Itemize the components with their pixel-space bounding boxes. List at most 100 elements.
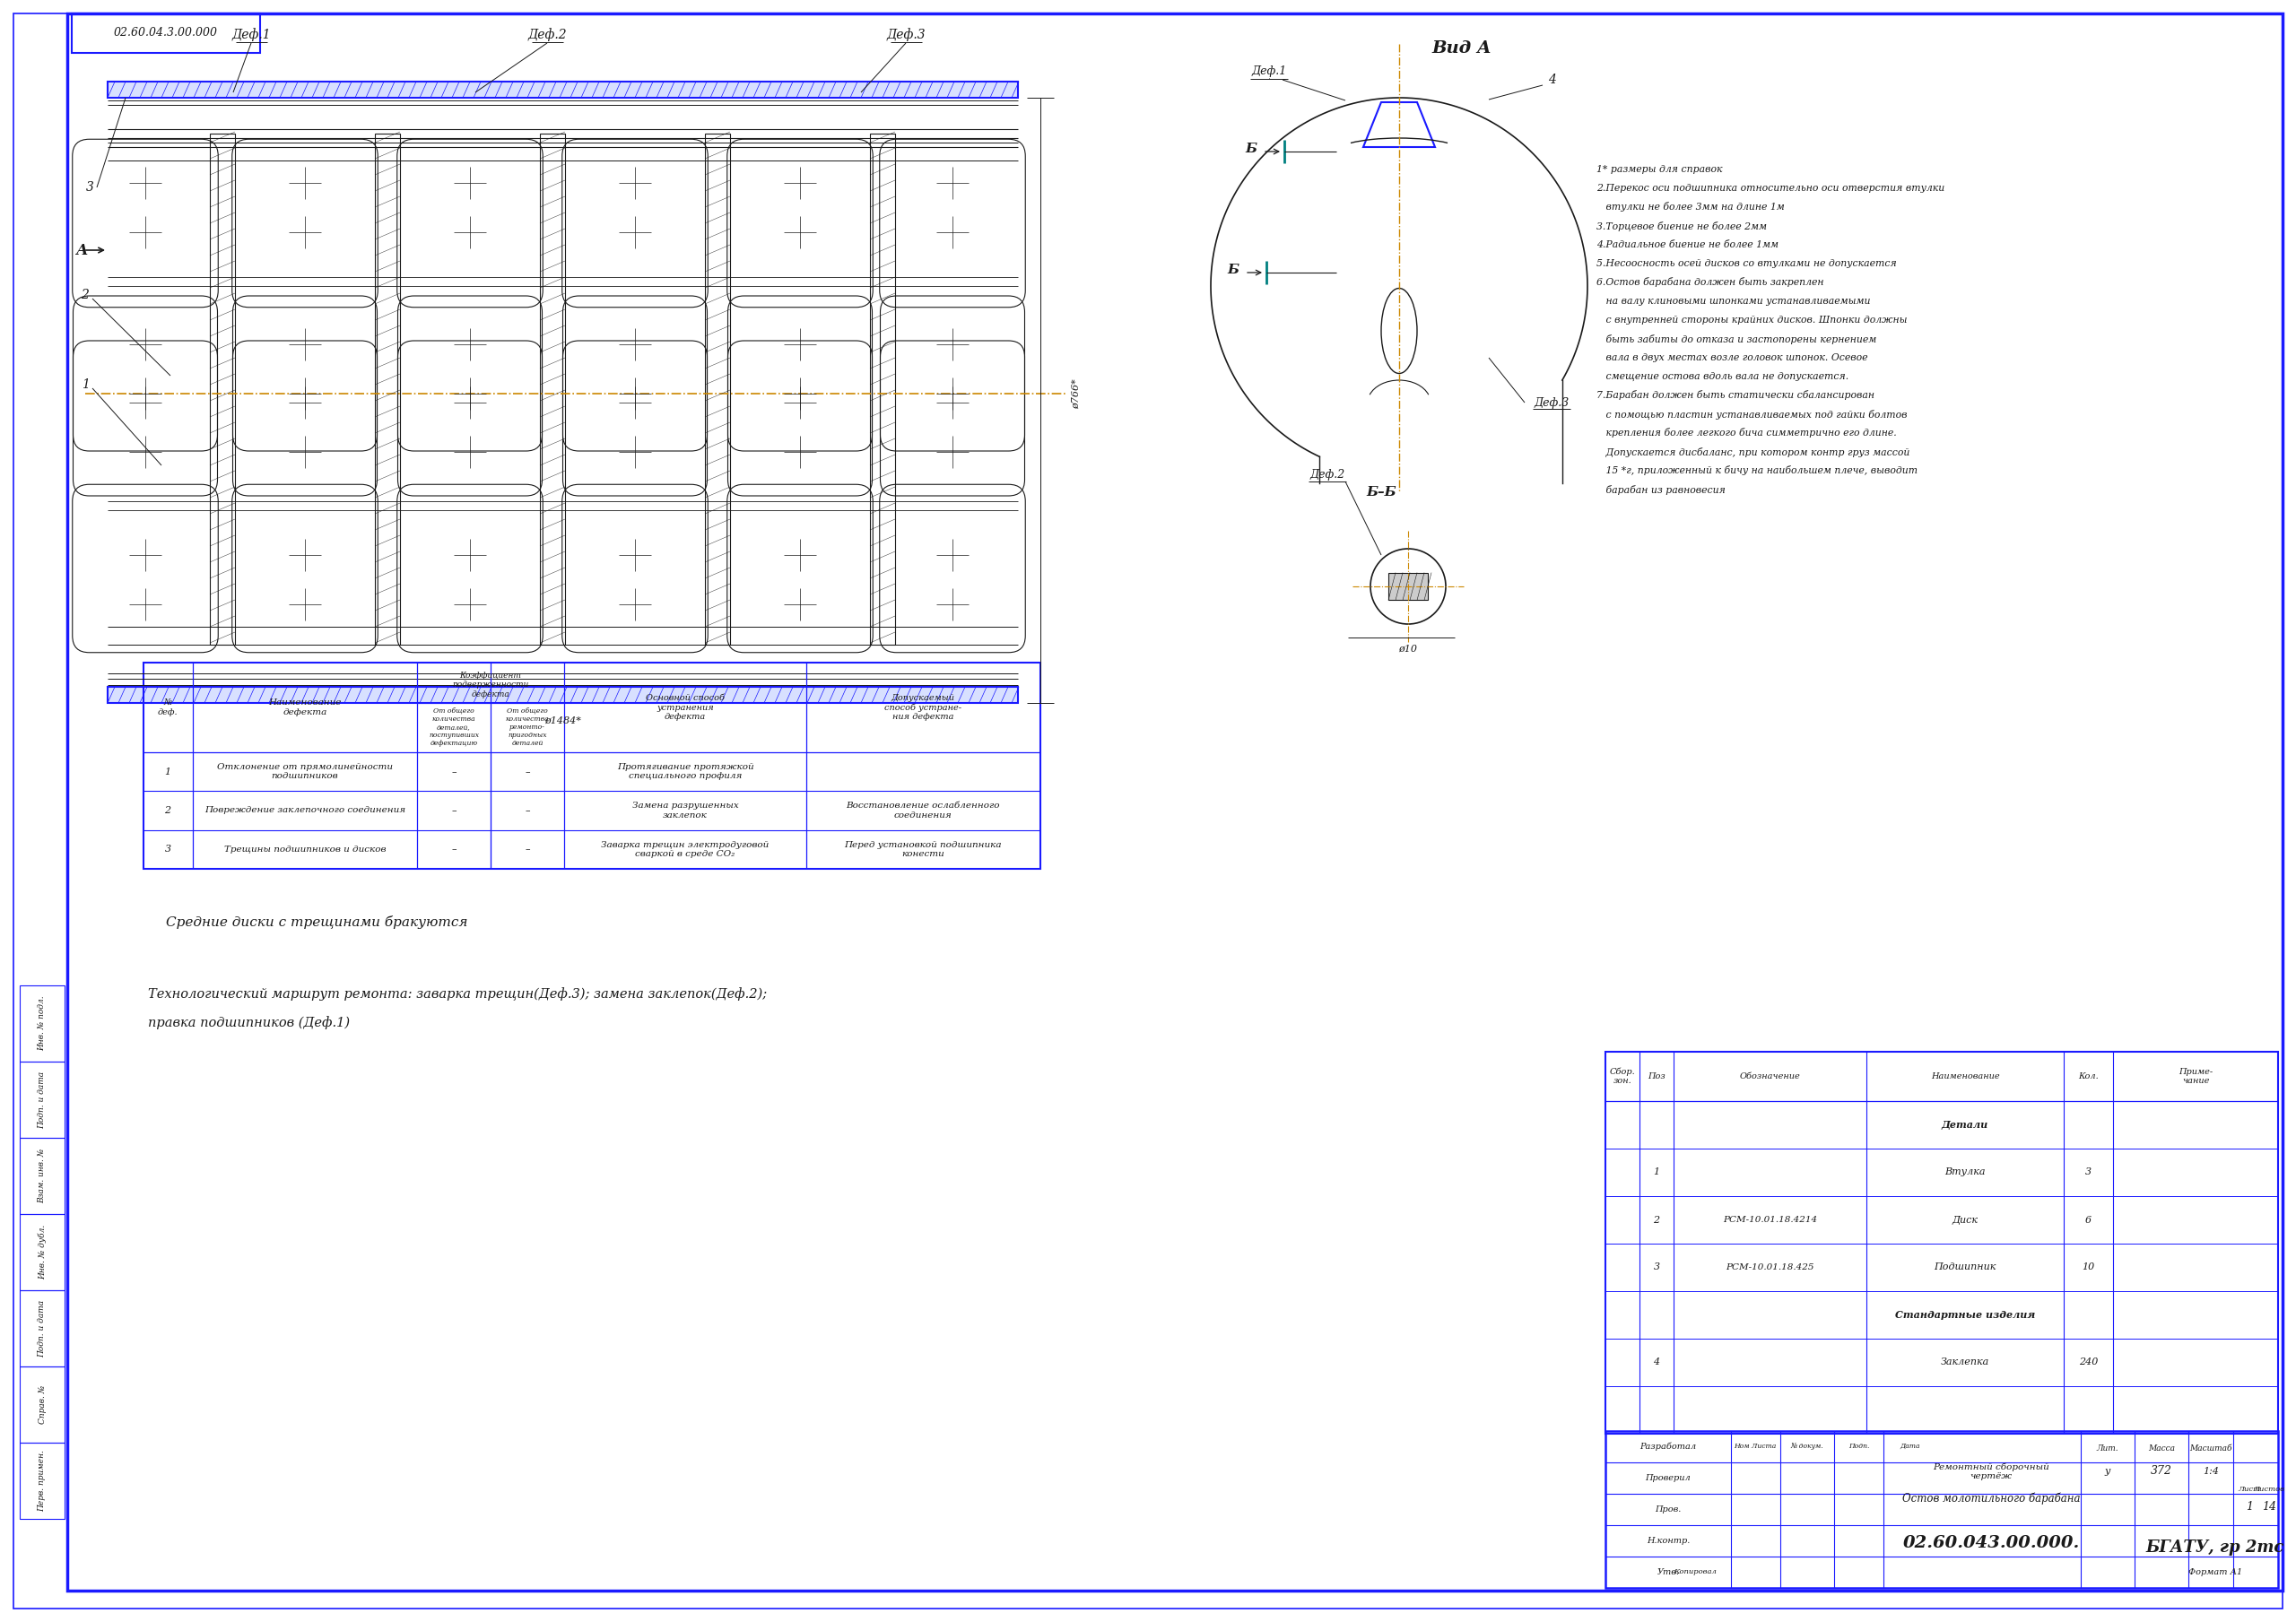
Text: вала в двух местах возле головок шпонок. Осевое: вала в двух местах возле головок шпонок.… — [1596, 354, 1867, 362]
Text: Приме-
чание: Приме- чание — [2179, 1067, 2213, 1085]
Text: 1: 1 — [2245, 1502, 2252, 1513]
Text: на валу клиновыми шпонками устанавливаемыми: на валу клиновыми шпонками устанавливаем… — [1596, 297, 1871, 307]
Text: Деф.2: Деф.2 — [528, 28, 567, 42]
Text: Перв. примен.: Перв. примен. — [39, 1450, 46, 1512]
Text: Сбор.
зон.: Сбор. зон. — [1609, 1067, 1635, 1085]
Text: 1: 1 — [80, 378, 90, 391]
Text: РСМ-10.01.18.4214: РСМ-10.01.18.4214 — [1722, 1216, 1816, 1225]
Text: 240: 240 — [2078, 1358, 2099, 1367]
Text: 5.Несоосность осей дисков со втулками не допускается: 5.Несоосность осей дисков со втулками не… — [1596, 260, 1896, 268]
Text: Лист: Лист — [2239, 1486, 2262, 1492]
Text: Проверил: Проверил — [1646, 1474, 1690, 1483]
Text: –: – — [526, 806, 530, 814]
Bar — [21, 1062, 64, 1137]
Text: Подп.: Подп. — [1848, 1442, 1869, 1450]
Text: 14: 14 — [2262, 1502, 2275, 1513]
Text: Протягивание протяжкой
специального профиля: Протягивание протяжкой специального проф… — [618, 762, 753, 780]
Bar — [1605, 1431, 2278, 1588]
Text: 1: 1 — [165, 767, 170, 777]
Text: Заклепка: Заклепка — [1940, 1358, 1988, 1367]
Text: 4: 4 — [1548, 73, 1557, 86]
Text: Деф.2: Деф.2 — [1309, 469, 1345, 480]
Bar — [71, 13, 259, 54]
Text: 3: 3 — [165, 845, 170, 853]
Text: –: – — [452, 845, 457, 853]
Text: ø1484*: ø1484* — [544, 717, 581, 725]
Text: Подп. и дата: Подп. и дата — [39, 1299, 46, 1358]
Text: Б: Б — [1228, 264, 1240, 276]
Text: Отклонение от прямолинейности
подшипников: Отклонение от прямолинейности подшипнико… — [218, 762, 393, 780]
Text: Основной способ
устранения
дефекта: Основной способ устранения дефекта — [645, 694, 726, 720]
Text: 02.60.04.3.00.000: 02.60.04.3.00.000 — [115, 28, 218, 39]
Bar — [374, 133, 400, 644]
Text: Справ. №: Справ. № — [39, 1385, 46, 1424]
Text: Трещины подшипников и дисков: Трещины подшипников и дисков — [225, 845, 386, 853]
Text: № докум.: № докум. — [1791, 1442, 1823, 1450]
Bar — [1389, 573, 1428, 600]
Bar — [1605, 1051, 2278, 1434]
Text: ø10: ø10 — [1398, 644, 1417, 654]
Text: 2: 2 — [1653, 1215, 1660, 1225]
Text: Перед установкой подшипника
конести: Перед установкой подшипника конести — [845, 840, 1001, 858]
Bar — [21, 986, 64, 1062]
Bar — [142, 663, 1040, 869]
Text: Деф.1: Деф.1 — [1251, 65, 1286, 76]
Text: Н.контр.: Н.контр. — [1646, 1536, 1690, 1544]
Text: 2.Перекос оси подшипника относительно оси отверстия втулки: 2.Перекос оси подшипника относительно ос… — [1596, 183, 1945, 193]
Text: барабан из равновесия: барабан из равновесия — [1596, 485, 1727, 495]
Bar — [870, 133, 895, 644]
Text: Листов: Листов — [2252, 1486, 2285, 1492]
Text: Масса: Масса — [2149, 1445, 2174, 1453]
Text: Дата: Дата — [1901, 1442, 1919, 1450]
Text: Подшипник: Подшипник — [1933, 1264, 1995, 1272]
Text: Повреждение заклепочного соединения: Повреждение заклепочного соединения — [204, 806, 406, 814]
Text: Обозначение: Обозначение — [1740, 1072, 1800, 1080]
Text: 2: 2 — [80, 289, 90, 302]
Text: Втулка: Втулка — [1945, 1168, 1986, 1178]
Text: 15 *г, приложенный к бичу на наибольшем плече, выводит: 15 *г, приложенный к бичу на наибольшем … — [1596, 466, 1917, 475]
Bar — [21, 1289, 64, 1366]
Text: Допускается дисбаланс, при котором контр груз массой: Допускается дисбаланс, при котором контр… — [1596, 448, 1910, 457]
Text: 6: 6 — [2085, 1215, 2092, 1225]
Bar — [21, 1137, 64, 1213]
Text: А: А — [76, 243, 90, 258]
Text: с помощью пластин устанавливаемых под гайки болтов: с помощью пластин устанавливаемых под га… — [1596, 409, 1908, 418]
Text: Замена разрушенных
заклепок: Замена разрушенных заклепок — [631, 801, 739, 819]
Text: Утв.: Утв. — [1658, 1568, 1678, 1577]
Text: Диск: Диск — [1952, 1215, 1979, 1225]
Text: 2: 2 — [165, 806, 170, 814]
Bar — [21, 1366, 64, 1442]
Text: 3: 3 — [85, 182, 94, 193]
Text: –: – — [452, 767, 457, 777]
Text: 10: 10 — [2082, 1264, 2094, 1272]
Text: Б–Б: Б–Б — [1366, 487, 1396, 498]
Text: Наименование: Наименование — [1931, 1072, 2000, 1080]
Text: РСМ-10.01.18.425: РСМ-10.01.18.425 — [1727, 1264, 1814, 1272]
Text: втулки не более 3мм на длине 1м: втулки не более 3мм на длине 1м — [1596, 203, 1784, 212]
Text: Масштаб: Масштаб — [2190, 1445, 2232, 1453]
Text: –: – — [526, 845, 530, 853]
Text: Инв. № подл.: Инв. № подл. — [39, 996, 46, 1051]
Text: Б: Б — [1244, 143, 1256, 156]
Text: Лит.: Лит. — [2096, 1445, 2119, 1453]
Text: Пров.: Пров. — [1655, 1505, 1681, 1513]
Bar — [209, 133, 234, 644]
Text: с внутренней стороны крайних дисков. Шпонки должны: с внутренней стороны крайних дисков. Шпо… — [1596, 316, 1908, 324]
Bar — [705, 133, 730, 644]
Text: 1:4: 1:4 — [2202, 1466, 2218, 1476]
Text: Формат А1: Формат А1 — [2188, 1568, 2243, 1577]
Text: ø766*: ø766* — [1072, 378, 1081, 409]
Text: Стандартные изделия: Стандартные изделия — [1894, 1311, 2034, 1320]
Text: 6.Остов барабана должен быть закреплен: 6.Остов барабана должен быть закреплен — [1596, 277, 1823, 287]
Text: Ремонтный сборочный
чертёж: Ремонтный сборочный чертёж — [1933, 1463, 2050, 1481]
Text: –: – — [526, 767, 530, 777]
Text: 4.Радиальное биение не более 1мм: 4.Радиальное биение не более 1мм — [1596, 240, 1779, 250]
Text: 3: 3 — [2085, 1168, 2092, 1178]
Text: Технологический маршрут ремонта: заварка трещин(Деф.3); замена заклепок(Деф.2);: Технологический маршрут ремонта: заварка… — [147, 988, 767, 1001]
Text: Коэффициент
подверженности
дефекта: Коэффициент подверженности дефекта — [452, 672, 528, 699]
Text: Детали: Детали — [1942, 1119, 1988, 1131]
Text: Деф.3: Деф.3 — [886, 28, 925, 42]
Text: у: у — [2105, 1466, 2110, 1476]
Text: крепления более легкого бича симметрично его длине.: крепления более легкого бича симметрично… — [1596, 428, 1896, 438]
Text: Инв. № дубл.: Инв. № дубл. — [39, 1225, 46, 1280]
